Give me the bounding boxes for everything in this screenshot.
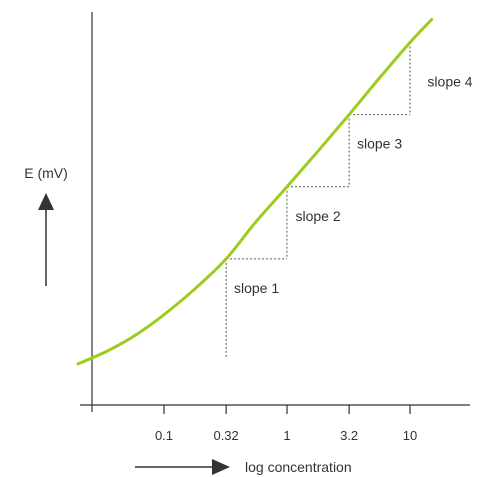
y-axis-arrow	[38, 193, 54, 286]
x-tick-label-2: 1	[283, 428, 290, 443]
x-axis-title: log concentration	[245, 459, 352, 475]
x-arrow-head	[212, 459, 230, 475]
slope-label-1: slope 1	[234, 280, 279, 296]
y-axis-title: E (mV)	[24, 165, 68, 181]
step-guides	[225, 42, 411, 357]
slope-label-4: slope 4	[427, 73, 472, 89]
slope-labels: slope 1 slope 2 slope 3 slope 4	[234, 73, 473, 295]
x-tick-label-3: 3.2	[340, 428, 358, 443]
x-ticks: 0.1 0.32 1 3.2 10	[155, 405, 417, 443]
axes	[80, 12, 470, 412]
slope-label-2: slope 2	[295, 208, 340, 224]
x-axis-arrow	[135, 459, 230, 475]
x-tick-label-1: 0.32	[213, 428, 238, 443]
series-layer	[76, 17, 434, 366]
y-arrow-head	[38, 193, 54, 210]
slope-label-3: slope 3	[357, 136, 402, 152]
x-tick-label-4: 10	[403, 428, 417, 443]
x-tick-label-0: 0.1	[155, 428, 173, 443]
data-line	[76, 17, 434, 366]
